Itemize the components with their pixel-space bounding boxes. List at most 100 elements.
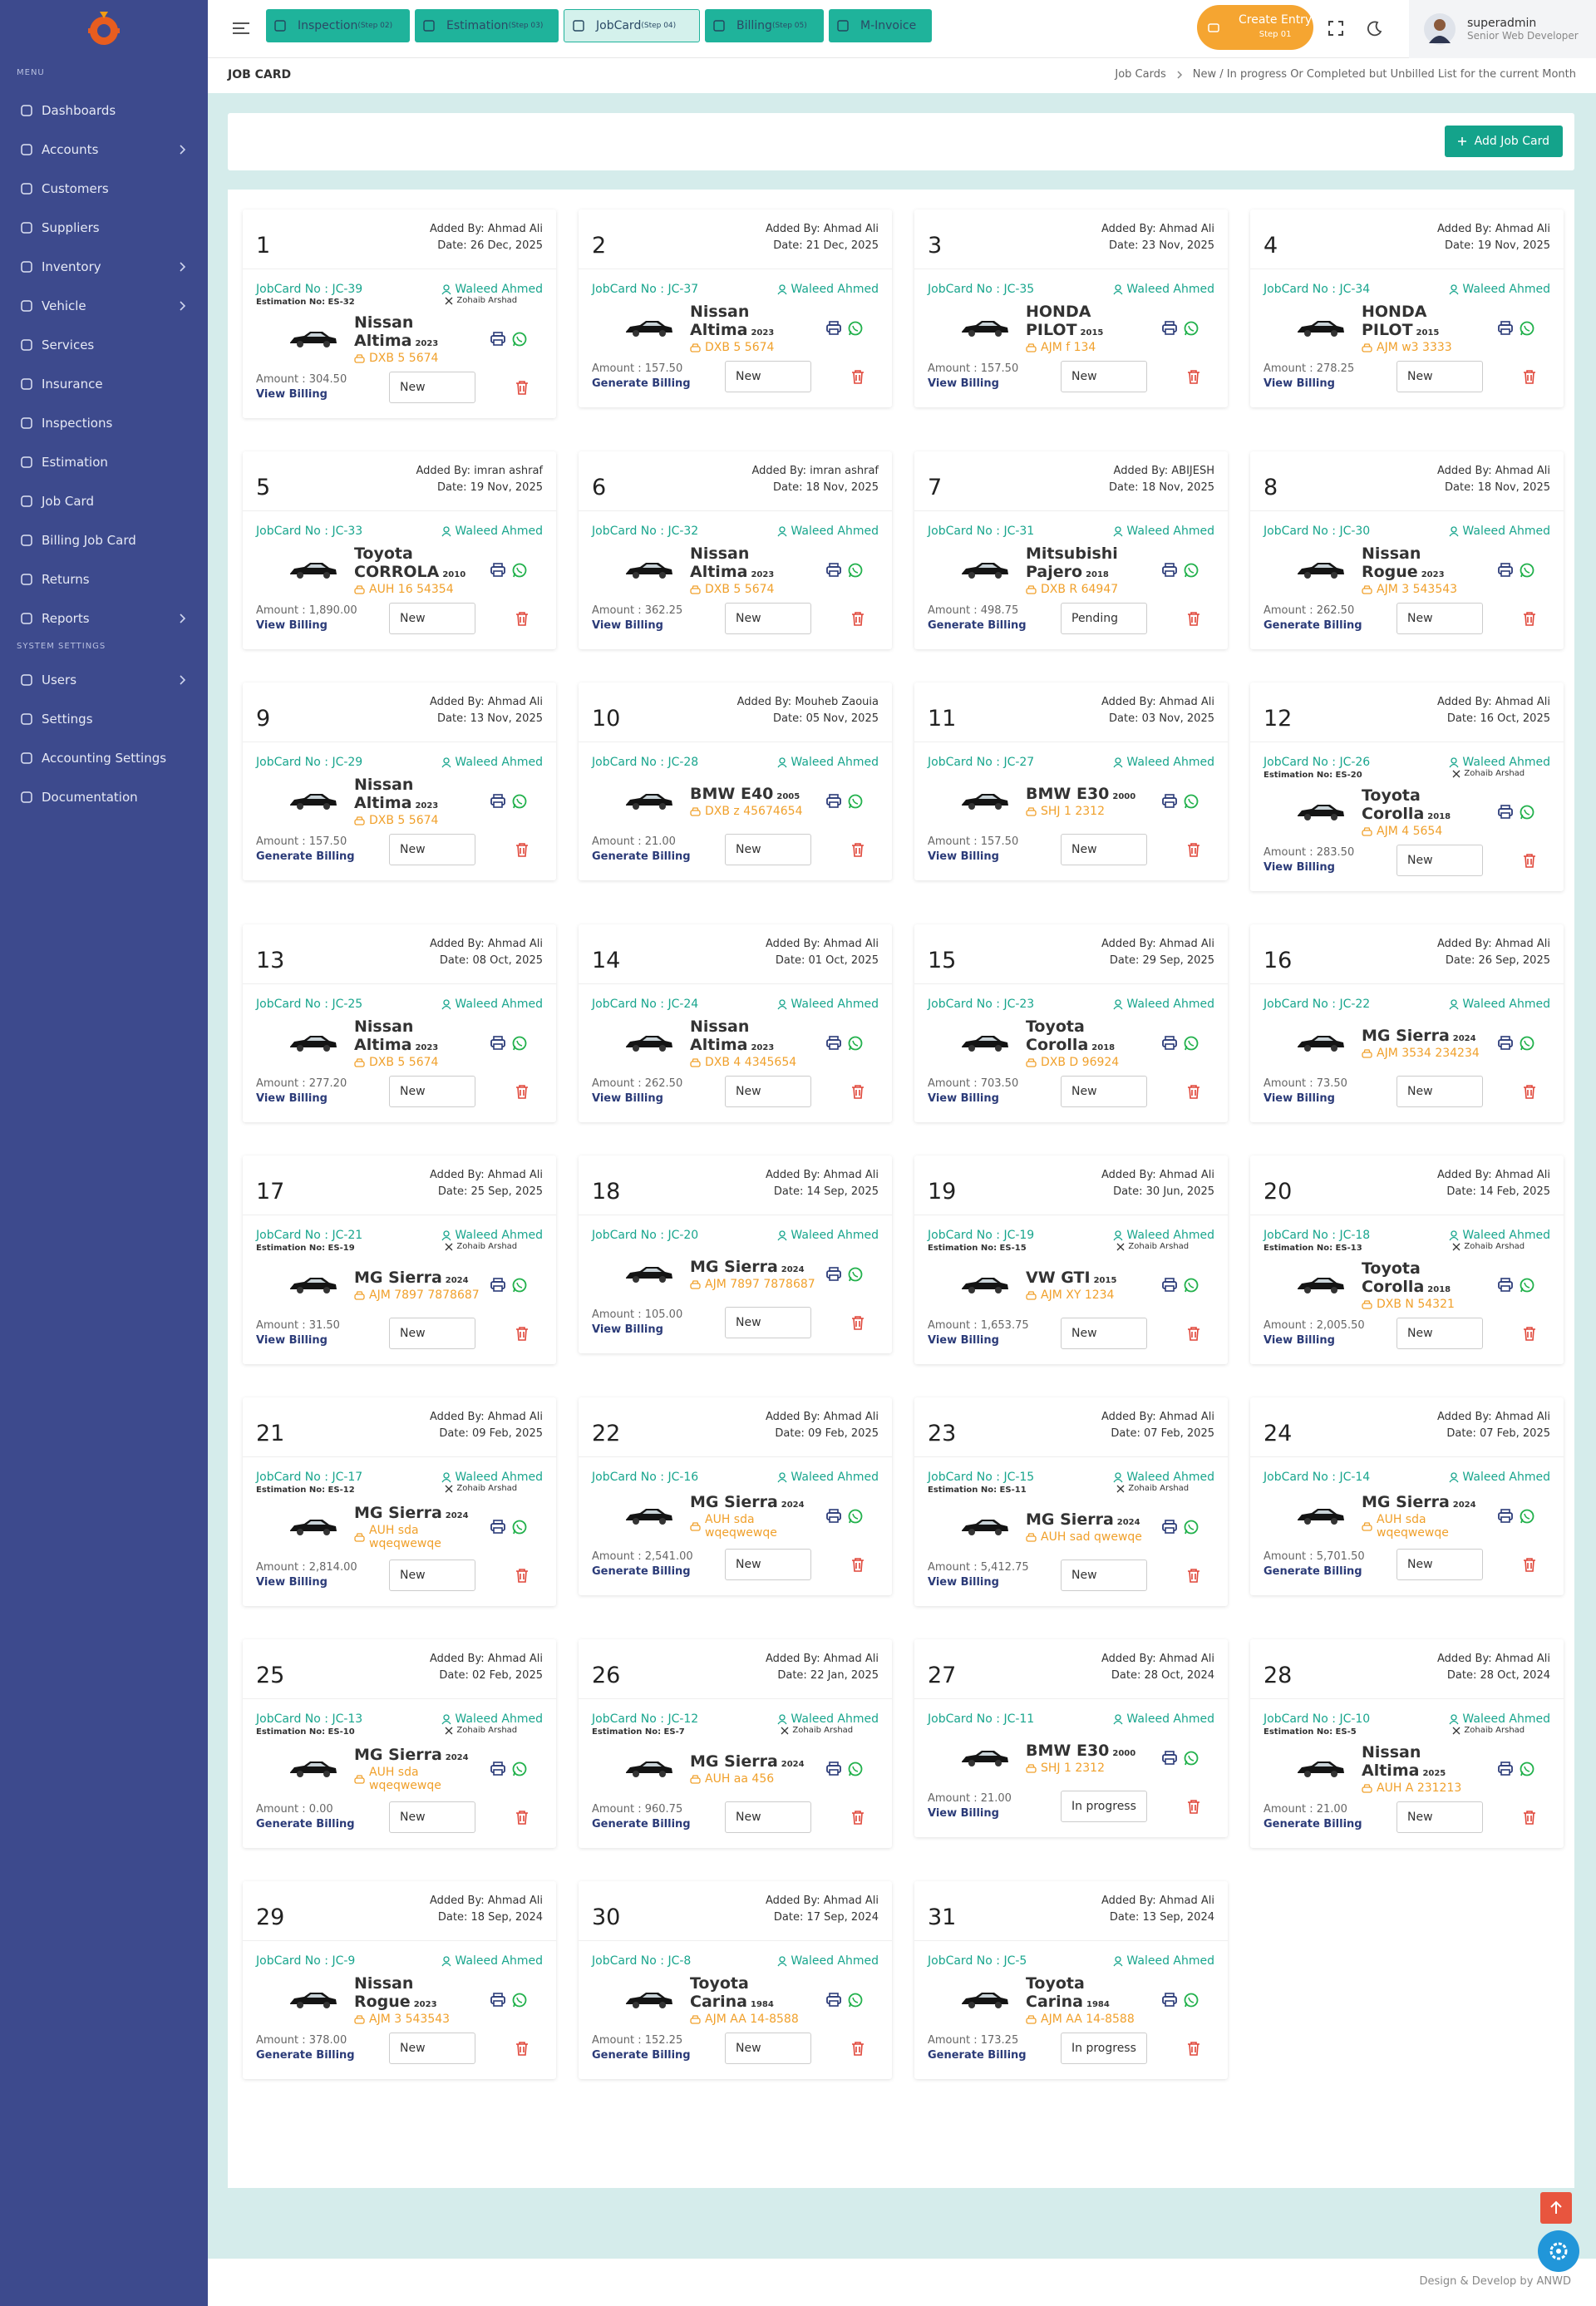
status-select[interactable]: New [1061,361,1147,392]
sidebar-item[interactable]: Accounts [20,137,195,162]
print-button[interactable] [1161,793,1178,810]
print-button[interactable] [1161,1750,1178,1766]
billing-link[interactable]: Generate Billing [592,1565,691,1578]
whatsapp-button[interactable] [847,320,864,337]
billing-link[interactable]: Generate Billing [592,850,691,863]
print-button[interactable] [490,1519,506,1535]
sidebar-item[interactable]: Returns [20,567,195,592]
billing-link[interactable]: Generate Billing [928,2049,1027,2062]
status-select[interactable]: New [1396,845,1483,876]
delete-button[interactable] [1522,853,1537,868]
step-button[interactable]: Estimation (Step 03) [415,9,559,42]
print-button[interactable] [490,1277,506,1293]
billing-link[interactable]: View Billing [256,619,328,632]
print-button[interactable] [825,562,842,579]
billing-link[interactable]: View Billing [592,1092,663,1105]
delete-button[interactable] [515,842,530,857]
whatsapp-button[interactable] [1183,793,1199,810]
status-select[interactable]: New [1396,1549,1483,1580]
print-button[interactable] [490,331,506,347]
status-select[interactable]: New [389,1801,475,1833]
status-select[interactable]: New [725,1307,811,1338]
status-select[interactable]: In progress [1061,2033,1147,2064]
delete-button[interactable] [515,1568,530,1583]
whatsapp-button[interactable] [511,1761,528,1777]
status-select[interactable]: New [1396,361,1483,392]
status-select[interactable]: New [1061,1318,1147,1349]
delete-button[interactable] [515,1810,530,1825]
whatsapp-button[interactable] [847,1508,864,1525]
status-select[interactable]: New [1061,1560,1147,1591]
scroll-top-button[interactable] [1540,2192,1572,2224]
billing-link[interactable]: View Billing [256,388,328,401]
billing-link[interactable]: Generate Billing [592,2049,691,2062]
status-select[interactable]: New [389,1560,475,1591]
delete-button[interactable] [1522,611,1537,626]
whatsapp-button[interactable] [847,793,864,810]
print-button[interactable] [1497,1277,1514,1293]
status-select[interactable]: New [1396,1801,1483,1833]
print-button[interactable] [825,1508,842,1525]
billing-link[interactable]: Generate Billing [256,1818,355,1831]
delete-button[interactable] [850,1810,865,1825]
status-select[interactable]: New [725,361,811,392]
status-select[interactable]: New [389,1076,475,1107]
print-button[interactable] [1497,320,1514,337]
whatsapp-button[interactable] [847,562,864,579]
step-button[interactable]: Billing (Step 05) [705,9,824,42]
print-button[interactable] [825,1035,842,1052]
delete-button[interactable] [1186,2041,1201,2056]
print-button[interactable] [1161,320,1178,337]
delete-button[interactable] [1522,369,1537,384]
print-button[interactable] [1161,1519,1178,1535]
whatsapp-button[interactable] [511,562,528,579]
whatsapp-button[interactable] [511,1519,528,1535]
print-button[interactable] [825,1266,842,1283]
print-button[interactable] [490,1035,506,1052]
delete-button[interactable] [850,1315,865,1330]
billing-link[interactable]: View Billing [256,1334,328,1347]
sidebar-item[interactable]: Billing Job Card [20,528,195,553]
status-select[interactable]: New [725,834,811,865]
create-entry[interactable]: Create Entry Step 01 [1197,5,1313,50]
print-button[interactable] [1497,1035,1514,1052]
status-select[interactable]: New [725,603,811,634]
print-button[interactable] [490,562,506,579]
print-button[interactable] [1497,1508,1514,1525]
whatsapp-button[interactable] [847,1992,864,2008]
delete-button[interactable] [850,842,865,857]
print-button[interactable] [490,1761,506,1777]
sidebar-item[interactable]: Vehicle [20,293,195,318]
delete-button[interactable] [1186,611,1201,626]
step-button[interactable]: M-Invoice [829,9,932,42]
billing-link[interactable]: View Billing [1264,861,1335,874]
delete-button[interactable] [1186,1799,1201,1814]
whatsapp-button[interactable] [511,1277,528,1293]
status-select[interactable]: New [725,1549,811,1580]
status-select[interactable]: New [725,2033,811,2064]
delete-button[interactable] [1522,1557,1537,1572]
status-select[interactable]: New [389,834,475,865]
billing-link[interactable]: Generate Billing [592,1818,691,1831]
whatsapp-button[interactable] [1183,1519,1199,1535]
whatsapp-button[interactable] [511,331,528,347]
status-select[interactable]: In progress [1061,1791,1147,1822]
delete-button[interactable] [1522,1326,1537,1341]
print-button[interactable] [825,320,842,337]
delete-button[interactable] [850,1557,865,1572]
whatsapp-button[interactable] [1519,804,1535,820]
whatsapp-button[interactable] [847,1266,864,1283]
status-select[interactable]: New [1396,1318,1483,1349]
whatsapp-button[interactable] [1519,320,1535,337]
billing-link[interactable]: Generate Billing [256,850,355,863]
whatsapp-button[interactable] [1183,1992,1199,2008]
whatsapp-button[interactable] [1519,1508,1535,1525]
sidebar-item[interactable]: Services [20,333,195,357]
print-button[interactable] [825,1992,842,2008]
sidebar-item[interactable]: Estimation [20,450,195,475]
status-select[interactable]: New [1396,1076,1483,1107]
user-menu[interactable]: superadmin Senior Web Developer [1409,0,1596,58]
billing-link[interactable]: Generate Billing [592,377,691,390]
delete-button[interactable] [1186,1084,1201,1099]
delete-button[interactable] [515,1084,530,1099]
